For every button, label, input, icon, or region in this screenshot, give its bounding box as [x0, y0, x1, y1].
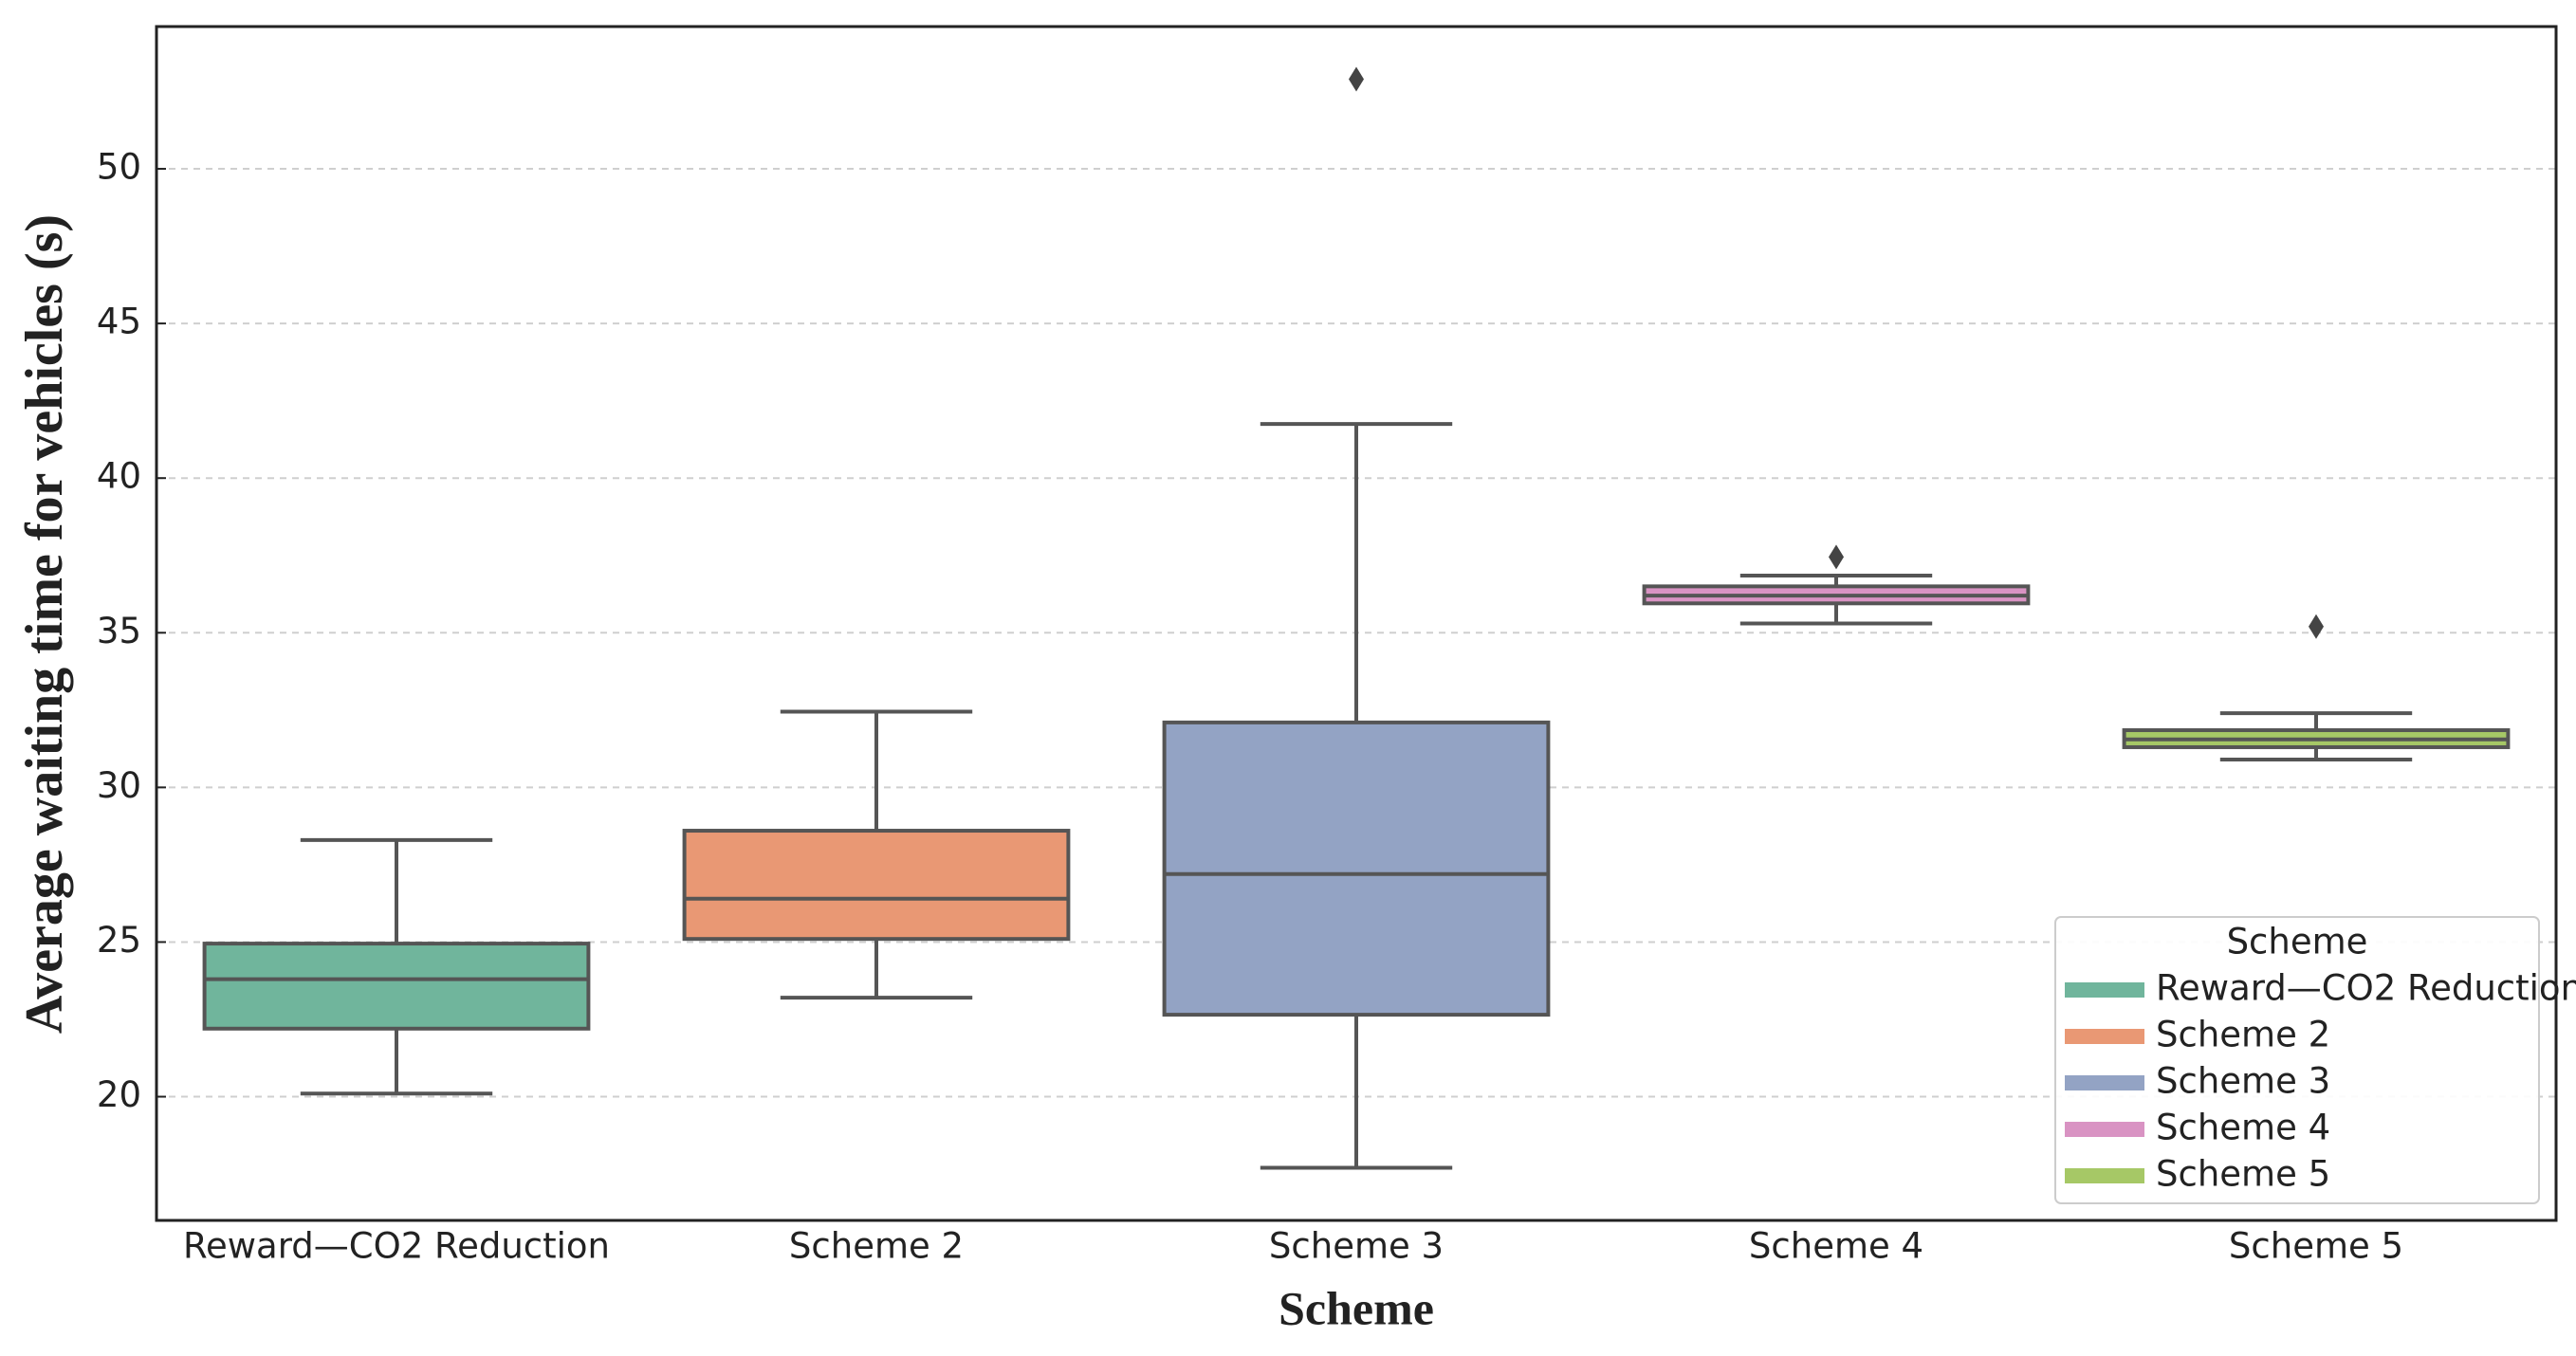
y-axis-title: Average waiting time for vehicles (s): [15, 214, 74, 1034]
lower-whisker: [2219, 746, 2413, 762]
y-tick-label: 40: [97, 456, 141, 497]
legend: Scheme Reward—CO2 Reduction Scheme 2 Scheme…: [2054, 916, 2576, 1204]
legend-swatch: [2065, 1122, 2144, 1137]
y-tick-label: 35: [97, 611, 141, 651]
y-tick-label: 50: [97, 147, 141, 188]
x-tick-label: Scheme 5: [2229, 1226, 2403, 1267]
legend-label: Scheme 3: [2156, 1061, 2330, 1102]
lower-whisker: [1739, 603, 1933, 626]
outlier: [1349, 66, 1364, 92]
x-tick-label: Scheme 2: [789, 1226, 964, 1267]
legend-frame: [2054, 916, 2540, 1204]
upper-whisker: [780, 709, 973, 832]
upper-whisker: [300, 837, 493, 944]
legend-swatch: [2065, 1029, 2144, 1044]
upper-whisker: [1260, 422, 1453, 723]
y-tick-label: 30: [97, 765, 141, 806]
legend-label: Scheme 5: [2156, 1154, 2330, 1195]
legend-label: Scheme 4: [2156, 1108, 2330, 1148]
x-tick-label: Scheme 4: [1749, 1226, 1923, 1267]
x-tick-label: Scheme 3: [1269, 1226, 1444, 1267]
x-tick-label: Reward—CO2 Reduction: [183, 1226, 610, 1267]
legend-swatch: [2065, 982, 2144, 998]
legend-title: Scheme: [2227, 922, 2368, 962]
lower-whisker: [1260, 1015, 1453, 1170]
y-tick-label: 45: [97, 302, 141, 342]
outlier: [1829, 544, 1844, 570]
y-tick-label: 20: [97, 1074, 141, 1115]
legend-swatch: [2065, 1075, 2144, 1090]
legend-label: Reward—CO2 Reduction: [2156, 968, 2576, 1009]
x-axis-title: Scheme: [1279, 1281, 1434, 1334]
box: [1162, 720, 1551, 1017]
plot-frame: [155, 25, 2558, 1222]
upper-whisker: [2219, 711, 2413, 731]
outlier: [2309, 614, 2324, 639]
box: [202, 942, 591, 1031]
box: [682, 829, 1071, 942]
y-tick-label: 25: [97, 920, 141, 961]
legend-swatch: [2065, 1168, 2144, 1183]
lower-whisker: [300, 1028, 493, 1096]
lower-whisker: [780, 939, 973, 1000]
legend-label: Scheme 2: [2156, 1015, 2330, 1055]
